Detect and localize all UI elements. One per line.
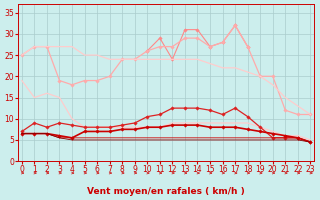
X-axis label: Vent moyen/en rafales ( km/h ): Vent moyen/en rafales ( km/h ) <box>87 187 245 196</box>
